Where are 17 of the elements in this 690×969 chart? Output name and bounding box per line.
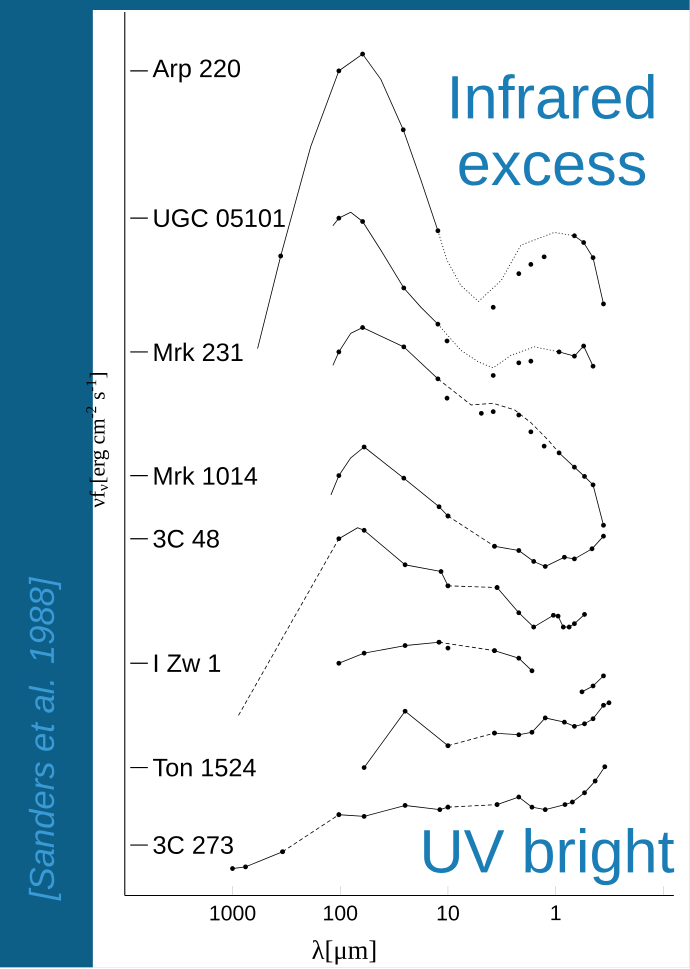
legend-label: Arp 220 xyxy=(152,59,240,82)
legend-label: I Zw 1 xyxy=(154,654,220,672)
legend-label: Mrk 1014 xyxy=(154,466,258,485)
annotation: Infrared excess xyxy=(452,74,654,186)
y-axis-title: νf$_{ν}$[erg cm$^{-2}$ s$^{-1}$] xyxy=(86,373,110,508)
legend-label: Mrk 231 xyxy=(154,342,243,362)
x-tick-label: 10 xyxy=(438,906,460,921)
legend-label: UGC 05101 xyxy=(154,209,285,228)
legend-label: 3C 273 xyxy=(154,836,233,854)
text: [Sanders et al. 1988] xyxy=(28,576,62,901)
x-tick-label: 1 xyxy=(551,906,561,920)
x-tick-label: 1000 xyxy=(210,906,256,921)
x-tick-label: 100 xyxy=(324,906,358,921)
legend-label: Ton 1524 xyxy=(153,758,256,776)
annotation: UV bright xyxy=(424,828,674,886)
legend-label: 3C 48 xyxy=(154,530,219,548)
x-axis-title: λ[μm] xyxy=(312,940,376,965)
